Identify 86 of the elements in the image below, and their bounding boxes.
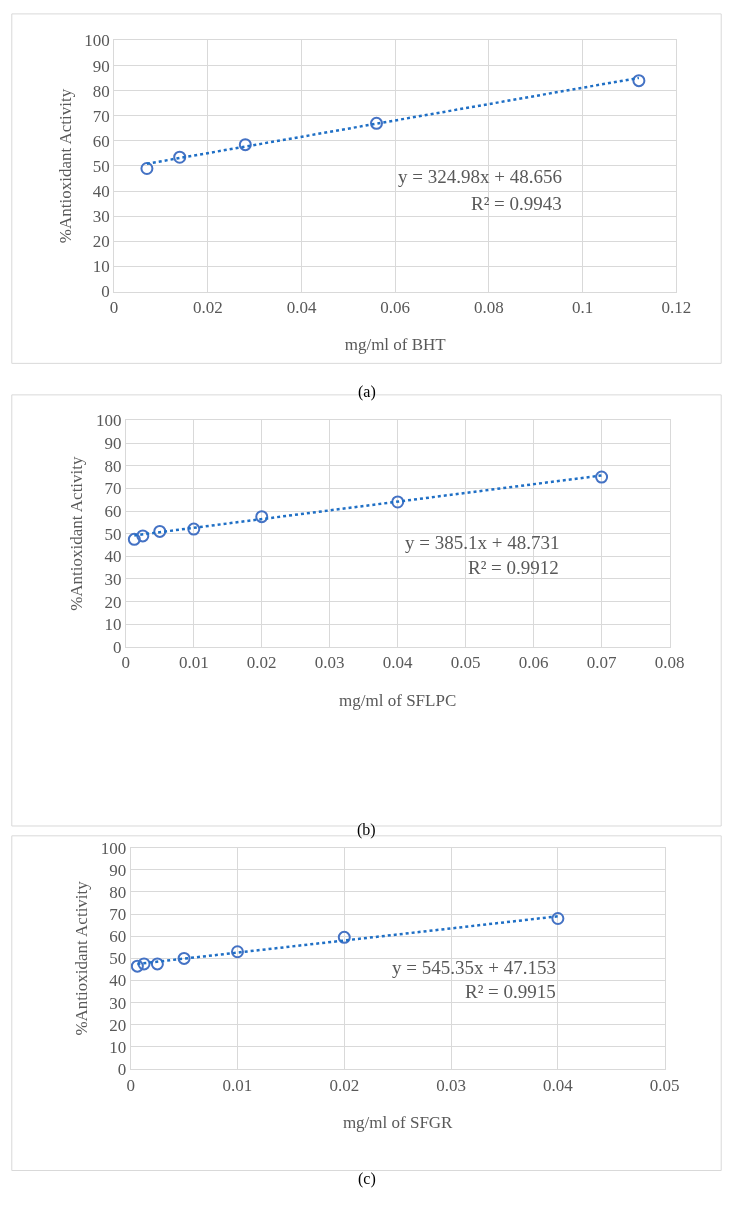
y-tick-label: 60 (92, 131, 110, 151)
point (632, 74, 646, 88)
point (370, 116, 383, 130)
x-tick-label: 0.05 (450, 653, 481, 673)
x-tick-label: 0.12 (661, 297, 692, 317)
x-tick-label: 0.01 (178, 653, 209, 673)
x-axis-title: mg/ml of SFGR (342, 1112, 454, 1132)
x-tick-label: 0.03 (436, 1075, 466, 1095)
y-tick-label: 90 (109, 860, 127, 880)
y-tick-label: 70 (109, 905, 127, 925)
point (130, 959, 144, 973)
y-tick-label: 40 (109, 971, 127, 991)
point (255, 510, 269, 524)
y-tick-label: 10 (104, 615, 122, 635)
y-tick-label: 0 (117, 1060, 127, 1080)
x-tick-label: 0.04 (382, 653, 414, 673)
x-tick-label: 0.06 (380, 297, 411, 317)
point (187, 522, 201, 536)
point (153, 524, 167, 538)
y-tick-label: 80 (92, 81, 110, 101)
y-tick-label: 100 (95, 411, 122, 431)
point (177, 951, 191, 965)
y-axis-title: %Antioxidant Activity (67, 455, 87, 611)
y-tick-label: 30 (104, 569, 122, 589)
y-tick-label: 60 (104, 501, 122, 521)
x-axis-title: mg/ml of BHT (344, 335, 447, 355)
x-tick-label: 0.02 (329, 1075, 360, 1095)
point (127, 532, 141, 546)
y-tick-label: 30 (92, 207, 110, 227)
x-tick-label: 0.06 (518, 653, 549, 673)
point (391, 495, 405, 509)
x-axis-title: mg/ml of SFLPC (339, 690, 457, 710)
x-tick-label: 0.04 (286, 297, 317, 317)
y-tick-label: 40 (92, 182, 110, 202)
y-tick-label: 50 (92, 156, 110, 176)
text: (a) (358, 383, 376, 401)
annotation: R² = 0.9912 (468, 557, 559, 578)
y-tick-label: 10 (92, 257, 110, 277)
y-tick-label: 100 (100, 838, 127, 858)
text: (c) (358, 1170, 376, 1188)
point (337, 930, 351, 944)
y-tick-label: 10 (109, 1037, 127, 1057)
x-tick-label: 0.05 (649, 1075, 680, 1095)
annotation: y = 385.1x + 48.731 (405, 532, 560, 553)
text: (b) (357, 821, 376, 839)
y-tick-label: 30 (109, 993, 127, 1013)
y-tick-label: 60 (109, 927, 127, 947)
point (595, 470, 609, 484)
y-tick-label: 20 (109, 1015, 127, 1035)
y-axis-title: %Antioxidant Activity (55, 88, 75, 244)
y-tick-label: 80 (104, 456, 122, 476)
annotation: R² = 0.9943 (471, 193, 562, 214)
x-tick-label: 0.07 (586, 653, 617, 673)
x-tick-label: 0.08 (474, 297, 504, 317)
x-tick-label: 0.04 (543, 1075, 574, 1095)
y-tick-label: 50 (104, 524, 122, 544)
y-tick-label: 40 (104, 547, 122, 567)
annotation: y = 324.98x + 48.656 (398, 166, 562, 187)
point (551, 912, 565, 926)
annotation: R² = 0.9915 (465, 981, 556, 1002)
y-axis-title: %Antioxidant Activity (72, 880, 92, 1036)
x-tick-label: 0.1 (572, 297, 594, 317)
point (136, 529, 150, 543)
y-tick-label: 80 (109, 882, 127, 902)
y-tick-label: 90 (104, 434, 122, 454)
y-tick-label: 70 (92, 106, 110, 126)
x-tick-label: 0.01 (222, 1075, 253, 1095)
y-tick-label: 50 (109, 949, 127, 969)
y-tick-label: 0 (112, 637, 122, 657)
y-tick-label: 70 (104, 479, 122, 499)
x-tick-label: 0.08 (654, 653, 685, 673)
x-tick-label: 0.02 (192, 297, 223, 317)
y-tick-label: 0 (101, 282, 110, 302)
y-tick-label: 20 (104, 592, 122, 612)
x-tick-label: 0.02 (246, 653, 277, 673)
x-tick-label: 0.03 (314, 653, 345, 673)
point (137, 957, 151, 971)
point (238, 138, 252, 152)
point (230, 945, 244, 959)
point (150, 957, 164, 971)
y-tick-label: 20 (92, 232, 110, 252)
annotation: y = 545.35x + 47.153 (392, 957, 556, 978)
point (173, 150, 187, 164)
y-tick-label: 90 (92, 56, 110, 76)
y-tick-label: 100 (84, 31, 110, 51)
point (140, 162, 154, 175)
